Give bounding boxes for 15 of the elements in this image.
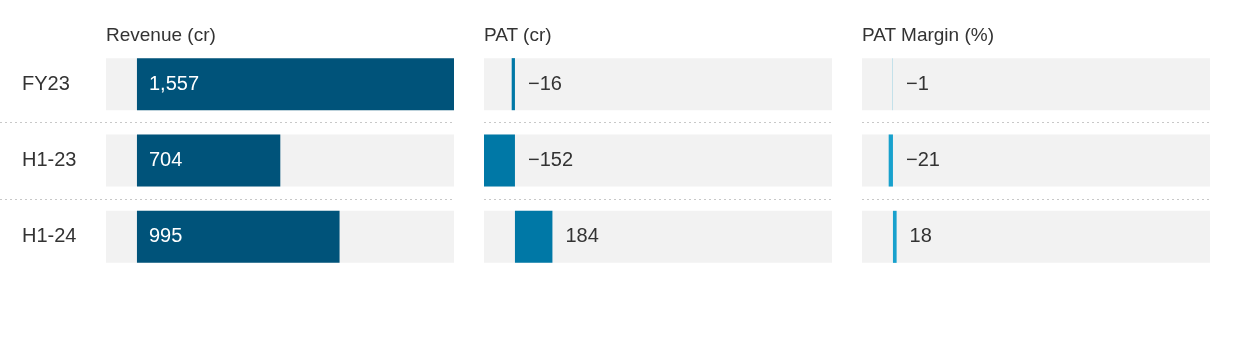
chart-title: PAT Margin (%) bbox=[862, 24, 994, 45]
data-label: 995 bbox=[148, 224, 183, 247]
data-label: −1 bbox=[905, 71, 929, 94]
chart-title: Revenue (cr) bbox=[106, 24, 216, 45]
data-label: 704 bbox=[148, 148, 183, 171]
chart-title: PAT (cr) bbox=[484, 24, 552, 45]
y-tick-label: H1-23 bbox=[22, 148, 77, 171]
data-label: −16 bbox=[527, 71, 562, 94]
data-label: −21 bbox=[905, 148, 940, 171]
y-tick-label: FY23 bbox=[22, 71, 70, 94]
data-label: −152 bbox=[527, 148, 574, 171]
data-label: 184 bbox=[565, 224, 599, 247]
data-label: 1,557 bbox=[148, 71, 200, 94]
data-label: 18 bbox=[909, 224, 932, 247]
y-tick-label: H1-24 bbox=[22, 224, 77, 247]
